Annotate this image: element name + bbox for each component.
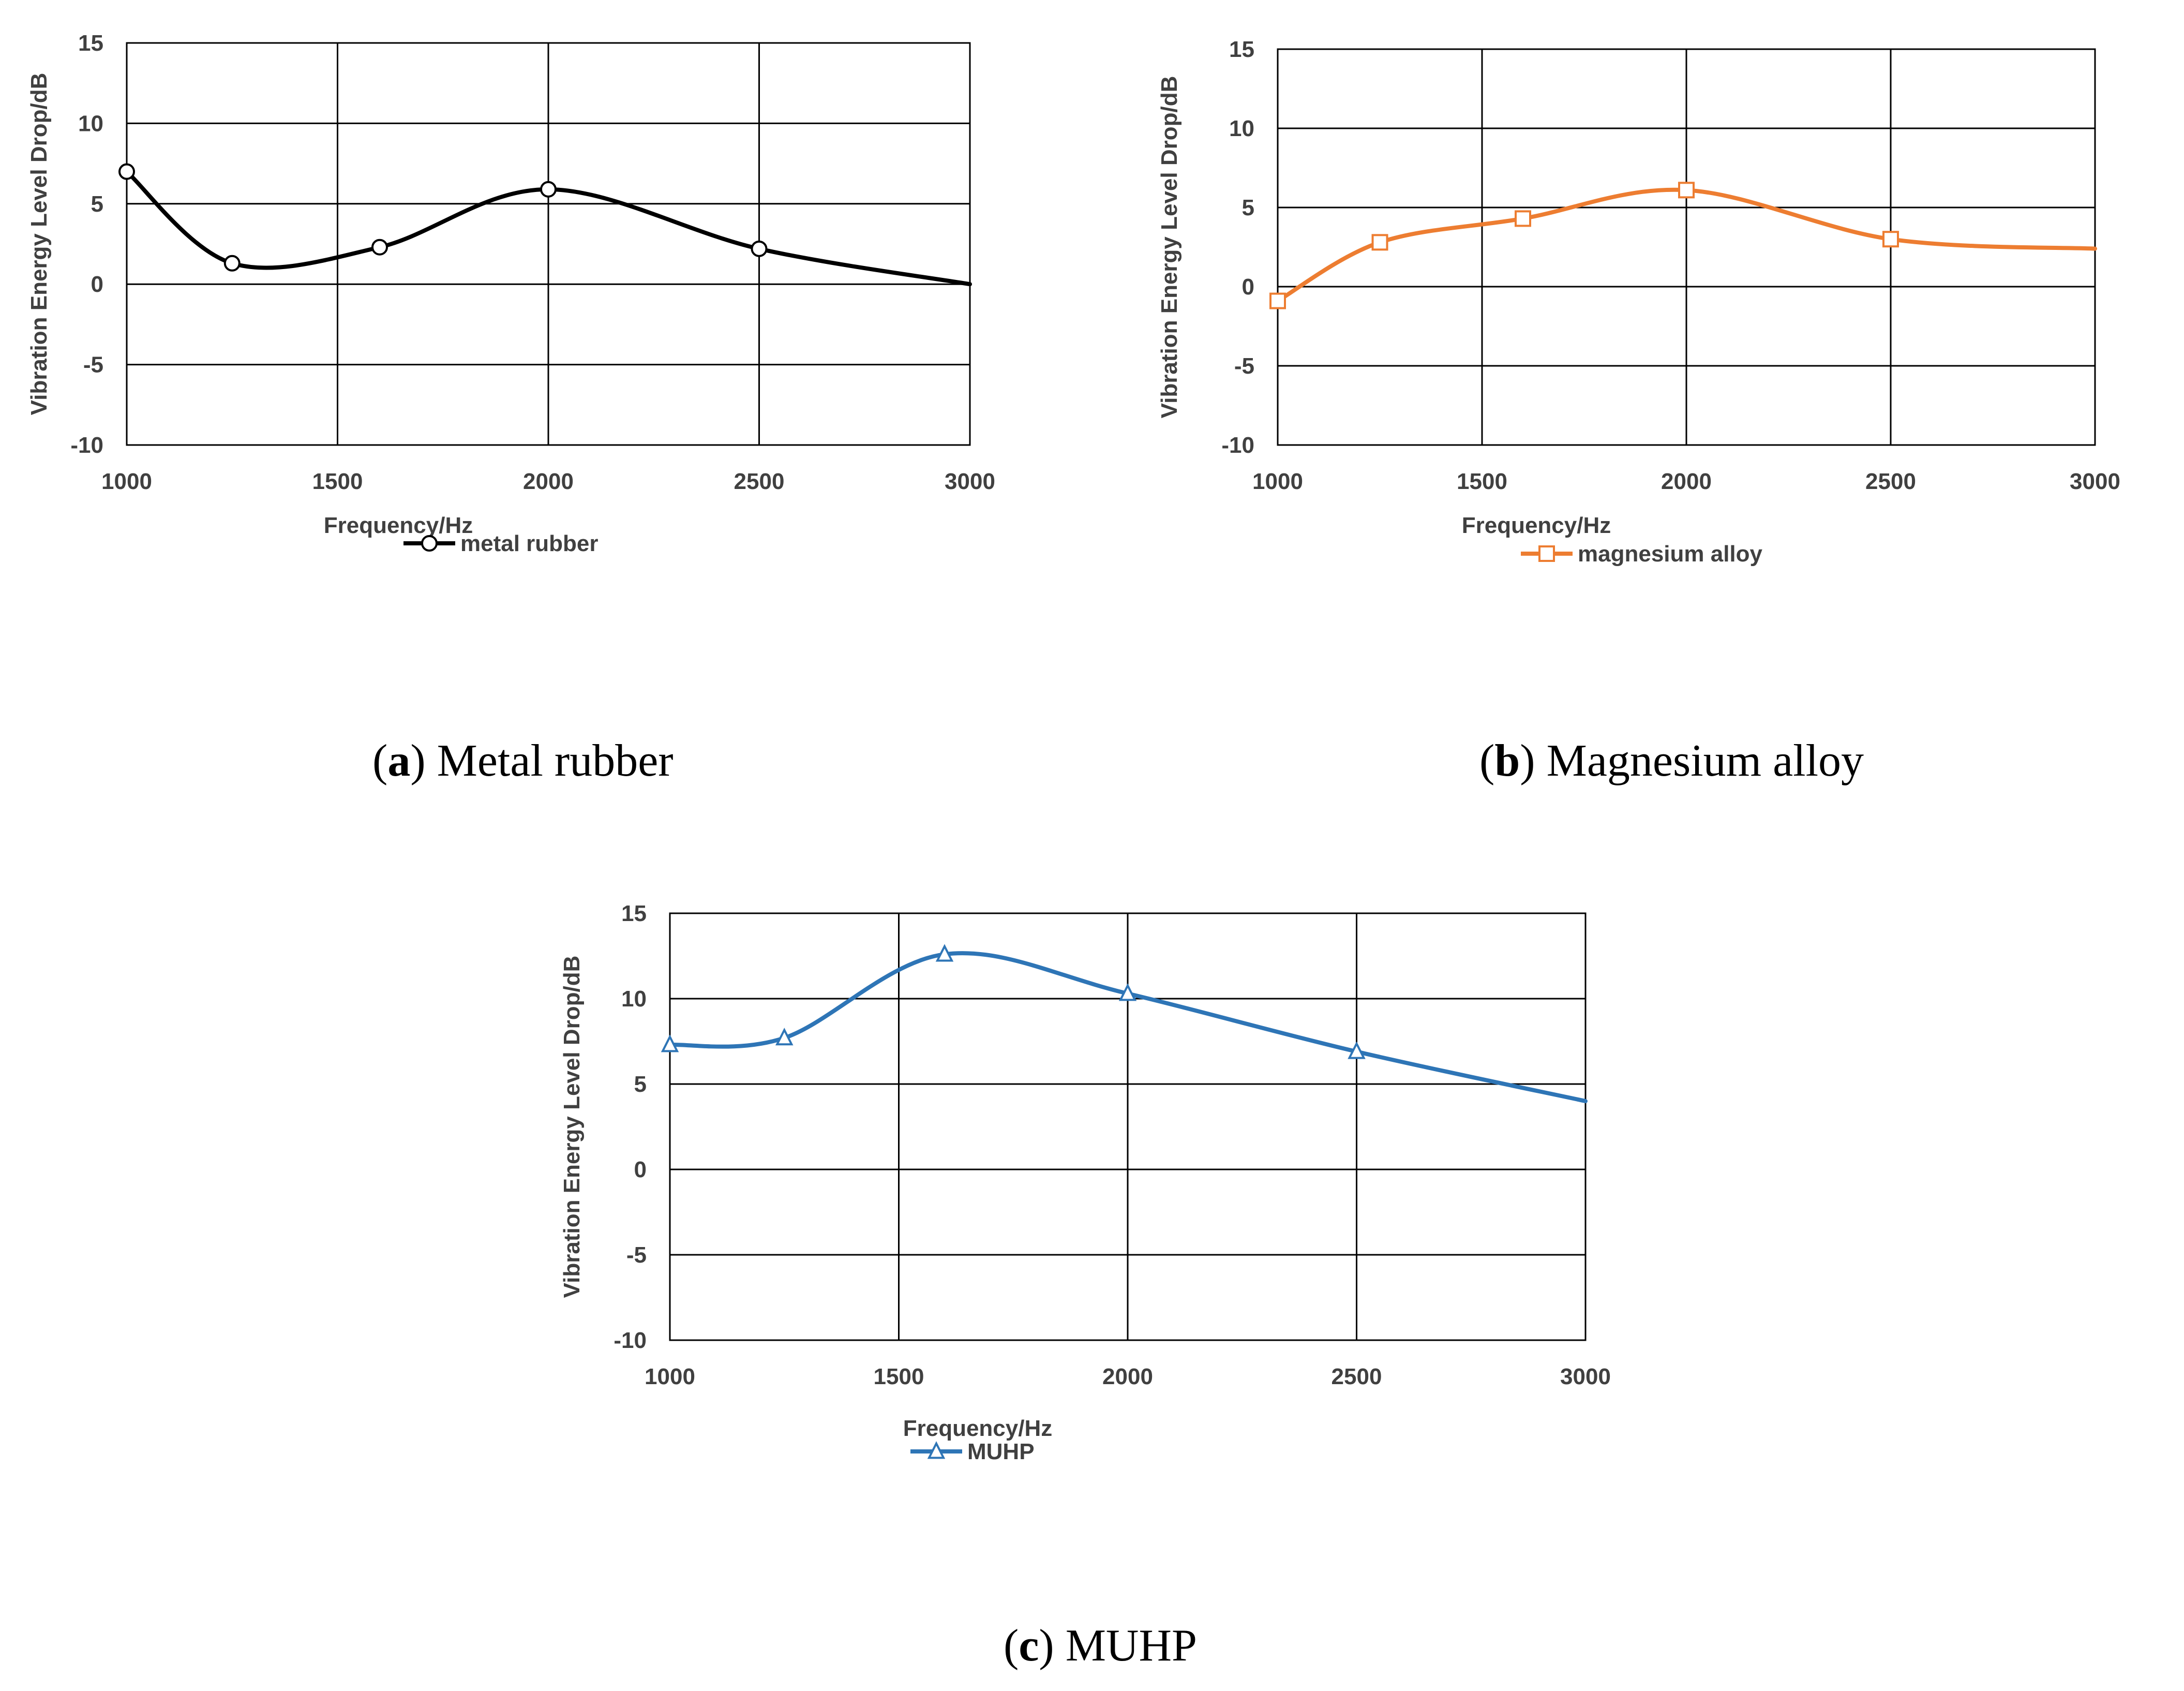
y-tick-label: 0	[634, 1157, 647, 1182]
data-point	[223, 255, 241, 272]
data-point	[1348, 1041, 1366, 1059]
x-tick-label: 3000	[1560, 1364, 1611, 1389]
data-point	[1269, 292, 1286, 309]
legend-marker	[1538, 545, 1555, 562]
data-point	[661, 1034, 679, 1052]
legend-marker	[421, 535, 438, 552]
y-tick-label: 10	[78, 111, 103, 136]
x-tick-label: 2500	[734, 469, 785, 494]
x-axis-title: Frequency/Hz	[903, 1416, 1053, 1441]
y-tick-label: 15	[78, 31, 103, 56]
y-tick-label: 5	[1242, 195, 1254, 220]
data-point	[1515, 210, 1531, 227]
x-tick-label: 2500	[1332, 1364, 1382, 1389]
caption-c-tag: c	[1019, 1621, 1039, 1671]
x-tick-label: 1000	[101, 469, 152, 494]
x-tick-label: 2500	[1865, 469, 1916, 494]
x-tick-label: 1500	[874, 1364, 924, 1389]
legend-label: magnesium alloy	[1578, 541, 1763, 567]
y-tick-label: -5	[626, 1242, 647, 1268]
data-point	[775, 1028, 794, 1046]
y-tick-label: 5	[91, 191, 103, 217]
x-tick-label: 1500	[1457, 469, 1507, 494]
x-axis-title: Frequency/Hz	[324, 513, 473, 538]
y-tick-label: 15	[1229, 37, 1254, 62]
y-tick-label: 10	[1229, 116, 1254, 141]
y-tick-label: -5	[1234, 353, 1254, 379]
chart-b: -10 -5 0 5 10 15 1000 1500 2000 2500 3000 Frequency…	[1157, 37, 2120, 567]
data-point	[1118, 983, 1137, 1001]
figure-a: -10 -5 0 5 10 15 1000 1500 2000 2500 3000 Frequency…	[0, 0, 1076, 600]
y-tick-label: -5	[83, 352, 103, 378]
y-tick-label: 10	[621, 986, 647, 1012]
chart-a: -10 -5 0 5 10 15 1000 1500 2000 2500 3000 Frequency…	[26, 31, 995, 556]
y-tick-label: 0	[91, 272, 103, 297]
data-point	[751, 240, 768, 257]
figure-b: -10 -5 0 5 10 15 1000 1500 2000 2500 3000 Frequency…	[1138, 0, 2184, 600]
caption-c: (c) MUHP	[1004, 1621, 1197, 1671]
data-point	[540, 181, 557, 198]
y-tick-label: -10	[614, 1328, 647, 1353]
x-tick-label: 3000	[2070, 469, 2120, 494]
y-tick-label: 5	[634, 1072, 647, 1097]
legend-label: metal rubber	[460, 531, 599, 556]
x-tick-label: 2000	[523, 469, 574, 494]
caption-c-text: MUHP	[1065, 1621, 1197, 1671]
data-point	[1882, 231, 1899, 248]
data-point	[1371, 234, 1388, 251]
data-point	[1678, 182, 1695, 199]
y-tick-label: 0	[1242, 274, 1254, 300]
chart-c: -10 -5 0 5 10 15 1000 1500 2000 2500 3000 Frequency…	[559, 901, 1611, 1464]
figure-c: -10 -5 0 5 10 15 1000 1500 2000 2500 3000 Frequency…	[554, 880, 1650, 1501]
x-tick-label: 1500	[312, 469, 363, 494]
caption-a-text: Metal rubber	[437, 736, 674, 786]
y-tick-label: -10	[70, 433, 103, 458]
x-tick-label: 1000	[645, 1364, 695, 1389]
caption-b-text: Magnesium alloy	[1546, 736, 1864, 786]
legend-label: MUHP	[967, 1439, 1035, 1464]
y-tick-label: 15	[621, 901, 647, 926]
x-tick-label: 2000	[1661, 469, 1712, 494]
caption-b: (b) Magnesium alloy	[1479, 736, 1864, 786]
data-point	[371, 239, 388, 256]
caption-a-tag: a	[387, 736, 411, 786]
caption-b-tag: b	[1494, 736, 1520, 786]
data-point	[935, 944, 954, 962]
x-tick-label: 2000	[1102, 1364, 1153, 1389]
legend-marker	[927, 1441, 946, 1459]
y-axis-title: Vibration Energy Level Drop/dB	[26, 73, 52, 416]
data-point	[118, 163, 135, 180]
y-axis-title: Vibration Energy Level Drop/dB	[559, 956, 585, 1298]
y-tick-label: -10	[1221, 433, 1254, 458]
x-tick-label: 3000	[945, 469, 995, 494]
y-axis-title: Vibration Energy Level Drop/dB	[1157, 76, 1182, 419]
x-tick-label: 1000	[1252, 469, 1303, 494]
x-axis-title: Frequency/Hz	[1462, 513, 1611, 538]
caption-a: (a) Metal rubber	[372, 736, 674, 786]
